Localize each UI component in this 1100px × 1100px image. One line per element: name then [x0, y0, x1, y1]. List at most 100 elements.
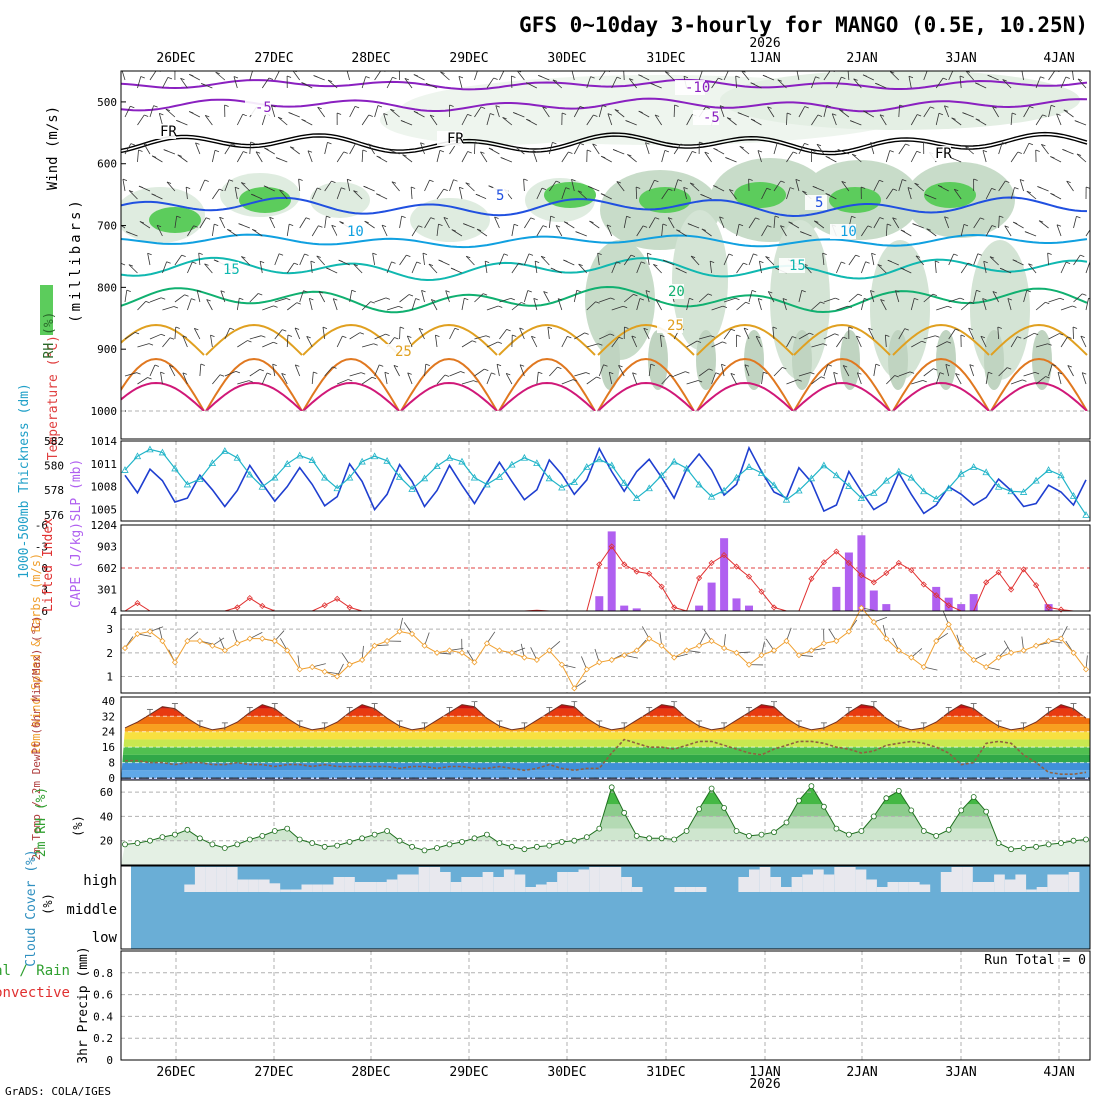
- wind-barb-flag: [701, 228, 706, 231]
- wind-barb-flag: [668, 217, 673, 220]
- wind-barb-flag: [502, 117, 507, 120]
- wind-barb-flag: [603, 364, 608, 367]
- wind-barb: [249, 142, 252, 155]
- wind-barb: [598, 105, 603, 118]
- wind-barb: [286, 224, 290, 237]
- wind-barb-flag: [290, 146, 295, 149]
- wind-barb: [174, 327, 177, 340]
- isotherm-label: 10: [347, 224, 364, 240]
- slp-point: [982, 468, 990, 476]
- wind-barb: [1048, 333, 1060, 340]
- wind-barb-flag: [735, 297, 740, 301]
- wind-barb-flag: [484, 368, 489, 372]
- rh-point: [621, 809, 628, 816]
- wind-barb: [698, 293, 709, 303]
- wind-barb: [1048, 364, 1053, 377]
- isotherm-35-line: [696, 381, 794, 411]
- wind-speed-point: [496, 647, 503, 654]
- cape-tick-label: 602: [97, 562, 117, 575]
- wind-barb-flag: [181, 254, 186, 257]
- wind-barb-flag: [182, 335, 187, 338]
- wind-barb: [798, 372, 811, 377]
- day-label-bottom: 3JAN: [945, 1065, 976, 1080]
- wind-barb: [574, 680, 587, 689]
- isotherm-30-line: [121, 357, 205, 411]
- lifted-index-point: [608, 543, 615, 550]
- cloud-unit-label: (%): [41, 893, 55, 915]
- isotherm-label-bg: [213, 262, 239, 277]
- wind-barb-flag: [665, 71, 670, 74]
- isotherm-25-line: [205, 323, 303, 356]
- wind-barb-flag: [500, 157, 505, 160]
- wind-barb-flag: [1072, 305, 1077, 308]
- wind-barb-flag: [331, 180, 336, 183]
- wind-barb: [885, 224, 888, 237]
- wind-barb-flag: [523, 178, 528, 181]
- wind-barb-flag: [975, 118, 980, 121]
- wind-barb: [548, 216, 552, 229]
- wind-barb-flag: [926, 228, 931, 231]
- wind-barb: [1060, 336, 1068, 348]
- wind-barb: [719, 105, 725, 118]
- wind-speed-point: [1057, 635, 1065, 642]
- wind-barb-flag: [1065, 76, 1070, 79]
- slp-point: [258, 482, 266, 490]
- wind-barb: [934, 261, 937, 274]
- wind-barb: [1010, 379, 1023, 385]
- wind-barb-flag: [662, 223, 667, 226]
- cloud-bar-high: [844, 867, 856, 892]
- wind-barb-flag: [1050, 156, 1055, 159]
- lifted-index-axis-label: Lifted Index: [41, 518, 56, 612]
- wind-barb-flag: [719, 105, 725, 108]
- precip-frame: [120, 950, 1091, 1061]
- lifted-index-point: [621, 561, 628, 568]
- wind-barb: [723, 328, 732, 340]
- slp-point: [520, 453, 529, 461]
- temp-band: [121, 739, 1090, 748]
- cloud-level-label: low: [92, 930, 118, 946]
- temp-band: [121, 704, 1090, 709]
- lifted-index-point: [596, 561, 603, 568]
- isotherm-35-line: [400, 381, 498, 411]
- wind-barb: [1023, 106, 1030, 118]
- rh-point: [771, 829, 777, 836]
- wind-barb: [411, 225, 419, 237]
- lifted-index-point: [883, 569, 890, 577]
- wind-barb: [911, 380, 923, 385]
- wind-barb-flag: [578, 263, 583, 267]
- day-label-top: 31DEC: [646, 51, 685, 66]
- wind-barb-flag: [318, 291, 324, 294]
- wind-barb: [648, 217, 656, 229]
- isotherm-35-line: [498, 381, 596, 411]
- wind-barb-flag: [624, 326, 629, 329]
- wind-barb-flag: [160, 333, 166, 337]
- wind-barb-flag: [361, 372, 366, 375]
- wind-barb-flag: [916, 114, 922, 117]
- wind-barb: [1048, 105, 1052, 118]
- wind-barb: [461, 340, 473, 348]
- isotherm-30-line: [990, 357, 1088, 411]
- wind-barb: [965, 71, 974, 81]
- wind-barb-flag: [247, 340, 252, 343]
- wind-barb: [686, 151, 693, 163]
- wind-barb: [1056, 113, 1062, 126]
- pressure-tick-label: 500: [97, 96, 117, 109]
- wind-barb-flag: [825, 193, 830, 196]
- wind-barb-flag: [156, 224, 162, 228]
- wind-barb: [1002, 79, 1012, 89]
- wind-barb-flag: [815, 76, 820, 79]
- wind-barb-flag: [301, 82, 306, 85]
- wind-barb-flag: [242, 113, 247, 117]
- wind-barb-flag: [629, 78, 634, 81]
- wind-barb-flag: [425, 363, 430, 366]
- rh-tick-label: 20: [100, 835, 113, 848]
- wind-barb-flag: [722, 305, 728, 308]
- lifted-index-point: [1008, 586, 1015, 593]
- wind-barb: [836, 76, 842, 89]
- wind-barb-flag: [1007, 298, 1012, 301]
- wind-10m-frame: [120, 614, 1091, 694]
- wind-barb: [261, 113, 267, 126]
- cape-bar: [720, 538, 729, 611]
- wind-barb-flag: [305, 217, 311, 220]
